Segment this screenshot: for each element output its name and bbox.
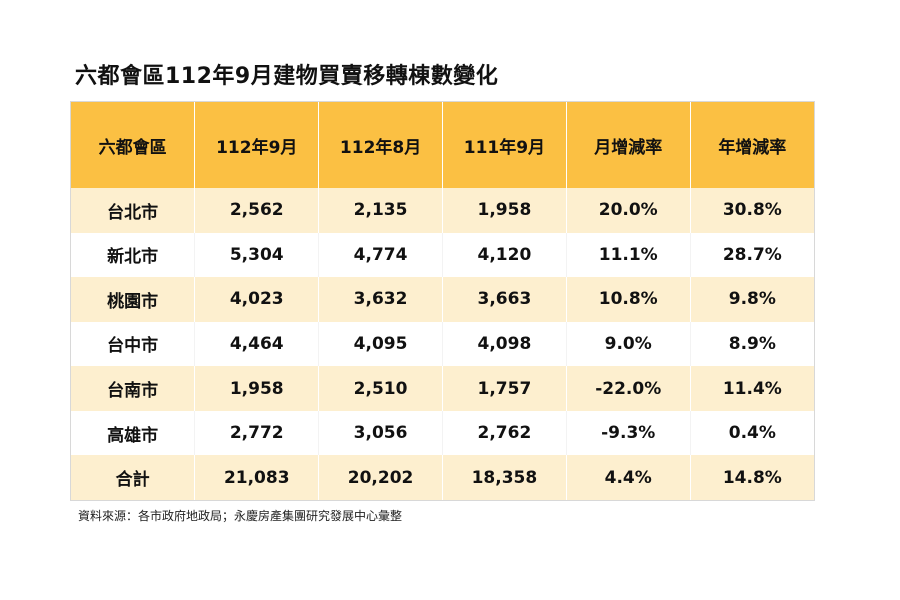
cell-rate: -9.3%: [566, 410, 691, 456]
cell-rate: 20.0%: [566, 188, 691, 233]
page-title: 六都會區112年9月建物買賣移轉棟數變化: [75, 64, 499, 89]
cell-value: 4,464: [194, 321, 320, 367]
cell-region: 台北市: [71, 188, 196, 233]
cell-value: 20,202: [318, 455, 443, 500]
cell-rate: 4.4%: [566, 455, 691, 500]
table-row: 高雄市 2,772 3,056 2,762 -9.3% 0.4%: [71, 410, 814, 456]
cell-region: 高雄市: [71, 410, 196, 456]
cell-region: 新北市: [71, 232, 196, 278]
cell-value: 3,663: [442, 277, 567, 322]
data-table: 六都會區 112年9月 112年8月 111年9月 月增減率 年增減率 台北市 …: [70, 101, 815, 501]
table-row: 台中市 4,464 4,095 4,098 9.0% 8.9%: [71, 321, 814, 367]
cell-total-label: 合計: [71, 455, 196, 500]
header-sep-2023: 112年9月: [194, 102, 320, 188]
cell-region: 桃園市: [71, 277, 196, 322]
table-total-row: 合計 21,083 20,202 18,358 4.4% 14.8%: [71, 455, 814, 500]
transfer-table: 六都會區 112年9月 112年8月 111年9月 月增減率 年增減率 台北市 …: [71, 102, 814, 500]
cell-rate: 10.8%: [566, 277, 691, 322]
cell-rate: -22.0%: [566, 366, 691, 411]
cell-region: 台中市: [71, 321, 196, 367]
cell-region: 台南市: [71, 366, 196, 411]
cell-rate: 9.0%: [566, 321, 691, 367]
cell-value: 4,120: [442, 232, 567, 278]
table-row: 台南市 1,958 2,510 1,757 -22.0% 11.4%: [71, 366, 814, 411]
cell-value: 1,958: [194, 366, 320, 411]
cell-value: 3,632: [318, 277, 443, 322]
cell-rate: 28.7%: [690, 232, 814, 278]
cell-rate: 9.8%: [690, 277, 814, 322]
cell-value: 2,772: [194, 410, 320, 456]
header-sep-2022: 111年9月: [442, 102, 567, 188]
cell-value: 2,135: [318, 188, 443, 233]
cell-rate: 30.8%: [690, 188, 814, 233]
header-yoy-change: 年增減率: [690, 102, 814, 188]
cell-value: 4,098: [442, 321, 567, 367]
cell-value: 3,056: [318, 410, 443, 456]
header-mom-change: 月增減率: [566, 102, 691, 188]
cell-value: 1,757: [442, 366, 567, 411]
table-row: 新北市 5,304 4,774 4,120 11.1% 28.7%: [71, 232, 814, 278]
cell-value: 18,358: [442, 455, 567, 500]
cell-rate: 14.8%: [690, 455, 814, 500]
table-header-row: 六都會區 112年9月 112年8月 111年9月 月增減率 年增減率: [71, 102, 814, 188]
cell-value: 4,095: [318, 321, 443, 367]
cell-value: 2,510: [318, 366, 443, 411]
cell-rate: 11.4%: [690, 366, 814, 411]
table-row: 桃園市 4,023 3,632 3,663 10.8% 9.8%: [71, 277, 814, 322]
source-note: 資料來源：各市政府地政局；永慶房產集團研究發展中心彙整: [78, 509, 403, 523]
cell-rate: 0.4%: [690, 410, 814, 456]
cell-value: 1,958: [442, 188, 567, 233]
cell-rate: 8.9%: [690, 321, 814, 367]
header-region: 六都會區: [71, 102, 196, 188]
cell-value: 4,774: [318, 232, 443, 278]
cell-value: 2,562: [194, 188, 320, 233]
cell-value: 5,304: [194, 232, 320, 278]
table-row: 台北市 2,562 2,135 1,958 20.0% 30.8%: [71, 188, 814, 233]
cell-value: 21,083: [194, 455, 320, 500]
cell-value: 4,023: [194, 277, 320, 322]
cell-value: 2,762: [442, 410, 567, 456]
header-aug-2023: 112年8月: [318, 102, 443, 188]
cell-rate: 11.1%: [566, 232, 691, 278]
